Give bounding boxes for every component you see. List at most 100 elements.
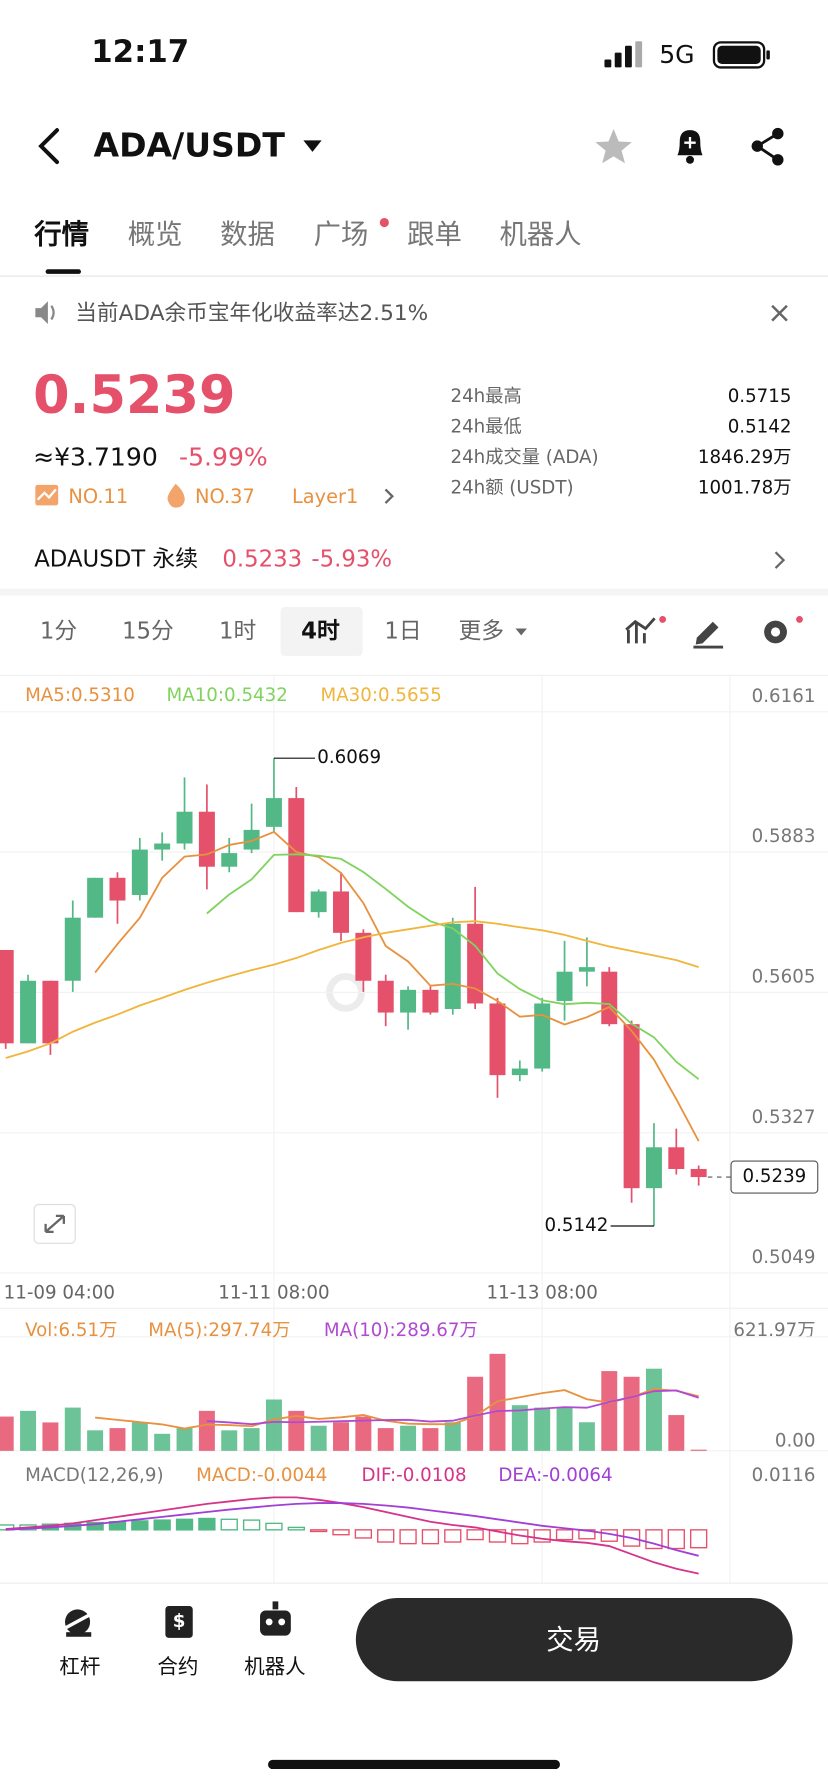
interval[interactable]: 更多	[458, 618, 504, 644]
volume-bar	[288, 1410, 305, 1451]
price-plot	[0, 758, 707, 1227]
last-price-box	[730, 1160, 819, 1194]
dif-line	[5, 1496, 699, 1575]
nav-label[interactable]: 机器人	[244, 1655, 306, 1679]
more-caret[interactable]	[515, 628, 527, 636]
trade-button-label[interactable]: 交易	[546, 1625, 601, 1656]
x-tick-label: 11-11 08:00	[218, 1282, 329, 1303]
tab[interactable]: 广场	[314, 220, 369, 251]
tag[interactable]: NO.11	[68, 485, 128, 508]
contract-icon[interactable]: $	[165, 1605, 193, 1638]
macd-bar	[287, 1526, 305, 1531]
candle-body	[489, 1003, 506, 1076]
bottom-nav: 杠杆 合约 机器人	[59, 1655, 305, 1679]
candle-body	[377, 980, 394, 1013]
tab[interactable]: 行情	[33, 219, 89, 251]
candle-body	[109, 877, 126, 901]
y-tick-label: 0.5327	[752, 1107, 816, 1128]
nav-label[interactable]: 杠杆	[59, 1655, 100, 1679]
active-tab-indicator	[45, 269, 81, 274]
macd-bar	[332, 1529, 350, 1536]
perp-arrow[interactable]	[774, 551, 786, 569]
stat-value: 1846.29万	[698, 447, 792, 468]
close-notice[interactable]	[771, 304, 788, 322]
volume-bar	[333, 1422, 349, 1451]
candle-body	[198, 811, 215, 867]
interval[interactable]: 1分	[40, 618, 77, 644]
candle-body	[221, 853, 238, 867]
tab[interactable]: 机器人	[500, 220, 582, 251]
share-button[interactable]	[751, 127, 784, 166]
candle-body	[578, 967, 595, 972]
volume-bar	[444, 1422, 461, 1451]
price-annotations: 0.6069 0.5142 0.5239	[273, 747, 819, 1236]
y-tick-label: 0.5883	[752, 826, 816, 847]
macd-bar	[175, 1518, 194, 1531]
perp-name[interactable]: ADAUSDT 永续	[34, 547, 198, 573]
candle-body	[534, 1003, 551, 1069]
volume-bar	[400, 1425, 417, 1451]
volume-bar	[310, 1425, 327, 1451]
stat-value: 0.5142	[728, 416, 792, 437]
battery-icon	[712, 41, 770, 69]
volume-bar	[377, 1428, 394, 1451]
back-button[interactable]	[38, 128, 60, 165]
trade-button[interactable]	[355, 1597, 793, 1682]
alert-button[interactable]	[677, 130, 703, 164]
tab[interactable]: 跟单	[407, 220, 462, 251]
settings-button[interactable]	[764, 616, 803, 644]
macd-plot	[0, 1496, 708, 1575]
leverage-icon[interactable]	[63, 1609, 95, 1637]
candle-body	[131, 849, 148, 895]
volume-bar	[645, 1368, 662, 1451]
robot-icon[interactable]	[260, 1601, 291, 1636]
tags-more[interactable]	[384, 488, 394, 504]
expand-button[interactable]	[33, 1203, 76, 1244]
stat-label: 24h成交量 (ADA)	[450, 447, 598, 468]
favorite-button[interactable]	[595, 129, 632, 164]
stat-value: 1001.78万	[698, 477, 792, 498]
candle-body	[87, 877, 104, 918]
perp-price: 0.5233	[222, 547, 302, 573]
candle-body	[265, 798, 282, 827]
volume-bar	[154, 1433, 171, 1451]
volume-bar	[511, 1405, 528, 1451]
nav-label[interactable]: 合约	[157, 1655, 198, 1679]
volume-bar	[87, 1430, 104, 1451]
rank-icon	[35, 484, 59, 506]
legend-label: MA(5):297.74万	[148, 1320, 290, 1341]
candle-body	[601, 971, 618, 1025]
volume-bar	[668, 1415, 685, 1451]
low-label: 0.5142	[545, 1215, 609, 1236]
pair-dropdown[interactable]	[303, 140, 322, 152]
indicator-button[interactable]	[625, 616, 667, 644]
ma5-line	[94, 830, 700, 1142]
pair-title[interactable]: ADA/USDT	[94, 126, 286, 165]
last-price-label: 0.5239	[742, 1166, 806, 1187]
interval[interactable]: 4时	[301, 618, 340, 644]
volume-bar	[265, 1399, 282, 1451]
macd-bar	[667, 1529, 685, 1550]
volume-bar	[64, 1407, 81, 1451]
tag[interactable]: Layer1	[292, 485, 358, 508]
candle-body	[176, 811, 193, 844]
interval[interactable]: 15分	[122, 618, 174, 644]
candle-body	[42, 980, 59, 1044]
tab[interactable]: 概览	[128, 220, 183, 251]
macd-bar	[555, 1529, 574, 1541]
stats-panel: 24h最高 0.5715 24h最低 0.5142 24h成交量 (ADA) 1846.2…	[450, 386, 791, 498]
draw-button[interactable]	[693, 621, 724, 649]
stat-label: 24h最高	[450, 386, 521, 407]
interval[interactable]: 1日	[384, 618, 421, 644]
volume-bar	[690, 1449, 707, 1451]
candle-body	[333, 891, 349, 933]
macd-bar	[421, 1529, 440, 1545]
stat-label: 24h额 (USDT)	[450, 477, 573, 498]
candle-body	[511, 1068, 528, 1076]
macd-bar	[645, 1529, 663, 1550]
interval[interactable]: 1时	[219, 618, 256, 644]
macd-bar	[153, 1519, 171, 1531]
tag[interactable]: NO.37	[195, 485, 255, 508]
legend-label: Vol:6.51万	[25, 1320, 117, 1341]
tab[interactable]: 数据	[220, 220, 275, 251]
